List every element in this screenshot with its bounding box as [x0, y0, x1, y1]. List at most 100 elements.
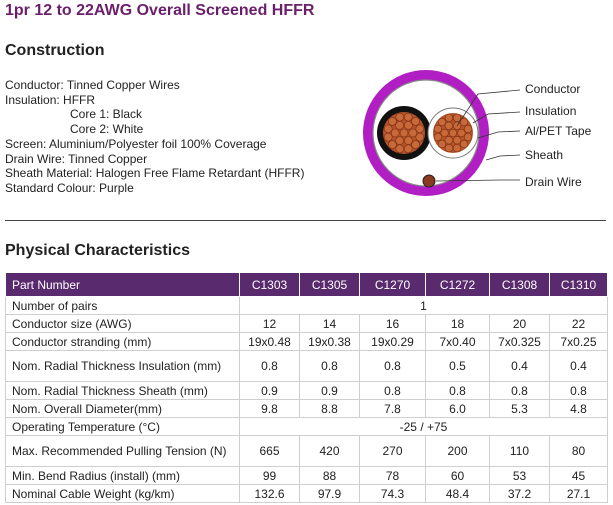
table-cell: 19x0.48	[239, 332, 300, 351]
table-cell: 200	[425, 435, 490, 467]
table-cell: 60	[425, 466, 490, 485]
header-c1308: C1308	[489, 272, 550, 297]
table-cell: 7x0.325	[489, 332, 550, 351]
strand	[459, 117, 469, 127]
strand	[403, 112, 413, 122]
table-cell: 18	[425, 314, 490, 333]
strand	[404, 121, 413, 130]
table-cell: 0.8	[359, 381, 426, 400]
table-row: Number of pairs 1	[5, 296, 608, 315]
row-label: Nom. Radial Thickness Insulation (mm)	[5, 350, 240, 382]
table-cell: 8.8	[299, 399, 360, 418]
table-cell: 80	[549, 435, 608, 467]
strand	[395, 112, 405, 122]
construction-line: Conductor: Tinned Copper Wires	[5, 78, 180, 92]
table-header-row: Part Number C1303 C1305 C1270 C1272 C130…	[5, 272, 608, 297]
core2-strands	[433, 113, 473, 153]
table-cell: 53	[489, 466, 550, 485]
strand	[404, 136, 413, 145]
table-cell: 132.6	[239, 484, 300, 503]
table-row: Operating Temperature (°C) -25 / +75	[5, 417, 608, 436]
table-row: Max. Recommended Pulling Tension (N) 665 4…	[5, 435, 608, 467]
table-cell: 7x0.25	[549, 332, 608, 351]
label-sheath: Sheath	[525, 148, 563, 162]
strand	[433, 124, 443, 134]
table-cell: 12	[239, 314, 300, 333]
table-cell-merged: -25 / +75	[239, 417, 608, 436]
physical-heading: Physical Characteristics	[5, 242, 190, 259]
table-cell: 110	[489, 435, 550, 467]
table-row: Nom. Overall Diameter(mm) 9.8 8.8 7.8 6.0 5.3…	[5, 399, 608, 418]
strand	[390, 128, 400, 138]
table-cell: 6.0	[425, 399, 490, 418]
label-drain-wire: Drain Wire	[525, 175, 582, 189]
table-cell: 420	[299, 435, 360, 467]
table-cell-merged: 1	[239, 296, 608, 315]
strand	[444, 113, 454, 123]
strand	[388, 140, 397, 149]
table-cell: 14	[299, 314, 360, 333]
strand	[444, 136, 453, 145]
strand	[411, 140, 420, 149]
table-cell: 270	[359, 435, 426, 467]
physical-characteristics-table: Part Number C1303 C1305 C1270 C1272 C130…	[5, 272, 608, 503]
table-cell: 0.8	[549, 381, 608, 400]
strand	[433, 132, 443, 142]
strand	[415, 124, 425, 134]
table-cell: 37.2	[489, 484, 550, 503]
strand	[444, 143, 454, 153]
table-cell: 74.3	[359, 484, 426, 503]
construction-line: Sheath Material: Halogen Free Flame Reta…	[5, 166, 305, 181]
table-row: Conductor size (AWG) 12 14 16 18 20 22	[5, 314, 608, 333]
header-c1270: C1270	[359, 272, 426, 297]
table-cell: 20	[489, 314, 550, 333]
strand	[408, 128, 418, 138]
construction-line: Drain Wire: Tinned Copper	[5, 151, 148, 166]
row-label: Nominal Cable Weight (kg/km)	[5, 484, 240, 503]
table-row: Min. Bend Radius (install) (mm) 99 88 78 60 5…	[5, 466, 608, 485]
table-cell: 88	[299, 466, 360, 485]
label-conductor: Conductor	[525, 82, 580, 96]
construction-line: Screen: Aluminium/Polyester foil 100% Co…	[5, 136, 267, 151]
strand	[457, 128, 466, 138]
table-cell: 78	[359, 466, 426, 485]
header-c1303: C1303	[239, 272, 300, 297]
table-cell: 0.8	[239, 350, 300, 382]
page-title: 1pr 12 to 22AWG Overall Screened HFFR	[5, 2, 315, 19]
strand	[383, 132, 393, 142]
table-cell: 7.8	[359, 399, 426, 418]
table-cell: 19x0.29	[359, 332, 426, 351]
strand	[444, 121, 453, 130]
row-label: Nom. Radial Thickness Sheath (mm)	[5, 381, 240, 400]
strand	[403, 144, 413, 154]
cable-cross-section-diagram: Conductor Insulation Al/PET Tape Sheath …	[360, 68, 610, 213]
strand	[437, 139, 447, 149]
row-label: Min. Bend Radius (install) (mm)	[5, 466, 240, 485]
section-divider	[5, 220, 606, 221]
construction-line: Core 1: Black	[70, 107, 143, 122]
table-cell: 16	[359, 314, 426, 333]
strand	[440, 128, 449, 138]
strand	[411, 117, 420, 126]
strand	[463, 132, 473, 142]
table-cell: 48.4	[425, 484, 490, 503]
table-cell: 19x0.38	[299, 332, 360, 351]
strand	[459, 139, 469, 149]
table-cell: 0.8	[359, 350, 426, 382]
table-row: Nom. Radial Thickness Insulation (mm) 0.8…	[5, 350, 608, 382]
row-label: Operating Temperature (°C)	[5, 417, 240, 436]
strand	[388, 117, 397, 126]
leader-lines	[435, 89, 521, 182]
strand	[383, 124, 393, 134]
construction-line: Core 2: White	[70, 122, 144, 137]
strand	[437, 117, 447, 127]
table-cell: 7x0.40	[425, 332, 490, 351]
table-row: Nominal Cable Weight (kg/km) 132.6 97.9 74.…	[5, 484, 608, 503]
construction-line: Standard Colour: Purple	[5, 180, 134, 195]
header-c1272: C1272	[425, 272, 490, 297]
drain-wire	[422, 174, 436, 188]
table-cell: 9.8	[239, 399, 300, 418]
strand	[395, 144, 405, 154]
header-c1310: C1310	[549, 272, 608, 297]
strand	[452, 113, 462, 123]
